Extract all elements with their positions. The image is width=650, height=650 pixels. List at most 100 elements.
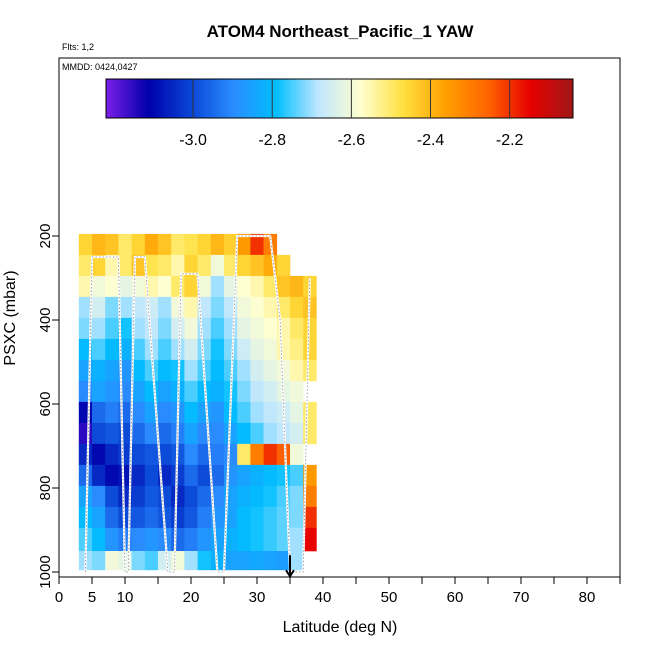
heatmap-cell bbox=[184, 380, 198, 403]
heatmap-cell bbox=[92, 485, 106, 508]
heatmap-cell bbox=[210, 443, 225, 466]
heatmap-cell bbox=[92, 338, 106, 361]
heatmap-cell bbox=[224, 464, 238, 487]
colorbar-swatch bbox=[266, 79, 270, 118]
heatmap-cell bbox=[237, 464, 251, 487]
heatmap-cell bbox=[276, 275, 291, 298]
colorbar-swatch bbox=[249, 79, 254, 118]
heatmap-cell bbox=[118, 338, 132, 361]
heatmap-cell bbox=[303, 527, 317, 552]
colorbar-swatch bbox=[332, 79, 337, 118]
heatmap-cell bbox=[92, 275, 106, 298]
heatmap-cell bbox=[224, 254, 238, 277]
colorbar-swatch bbox=[472, 79, 477, 118]
colorbar-swatch bbox=[459, 79, 464, 118]
colorbar-tick-label: -2.6 bbox=[338, 132, 366, 149]
heatmap-cell bbox=[158, 296, 172, 319]
colorbar-swatch bbox=[419, 79, 424, 118]
x-tick-label: 5 bbox=[88, 589, 96, 606]
colorbar-swatch bbox=[162, 79, 167, 118]
heatmap-cell bbox=[276, 443, 291, 466]
heatmap-cell bbox=[105, 296, 119, 319]
heatmap-cell bbox=[237, 527, 251, 552]
colorbar-swatch bbox=[259, 79, 264, 118]
x-tick-label: 10 bbox=[117, 589, 134, 606]
heatmap-cell bbox=[237, 317, 251, 340]
heatmap-cell bbox=[184, 359, 198, 382]
colorbar-swatch bbox=[219, 79, 224, 118]
heatmap-cell bbox=[224, 359, 238, 382]
heatmap-cell bbox=[237, 275, 251, 298]
heatmap-cell bbox=[171, 254, 185, 277]
colorbar-swatch bbox=[552, 79, 557, 118]
colorbar-swatch bbox=[562, 79, 567, 118]
colorbar-swatch bbox=[519, 79, 524, 118]
colorbar-swatch bbox=[322, 79, 327, 118]
colorbar-swatch bbox=[352, 79, 357, 118]
heatmap-cell bbox=[105, 380, 119, 403]
heatmap-cell bbox=[210, 485, 225, 508]
colorbar-swatch bbox=[436, 79, 440, 118]
heatmap-cell bbox=[144, 485, 159, 508]
colorbar-frame bbox=[105, 78, 574, 119]
heatmap-cell bbox=[290, 401, 304, 424]
heatmap-cell bbox=[263, 380, 278, 403]
heatmap-cell bbox=[263, 527, 278, 552]
heatmap-cell bbox=[144, 317, 159, 340]
colorbar-swatch bbox=[189, 79, 194, 118]
heatmap-cell bbox=[78, 275, 93, 298]
heatmap-cell bbox=[78, 422, 93, 445]
heatmap-cell bbox=[105, 254, 119, 277]
heatmap-cell bbox=[303, 401, 317, 424]
heatmap-cell bbox=[237, 422, 251, 445]
heatmap-cell bbox=[197, 464, 212, 487]
heatmap-cell bbox=[131, 401, 146, 424]
heatmap-cell bbox=[131, 485, 146, 508]
y-tick-label: 200 bbox=[37, 223, 54, 248]
colorbar-swatch bbox=[442, 79, 447, 118]
arrow-head bbox=[285, 569, 295, 579]
heatmap-cell bbox=[276, 527, 291, 552]
heatmap-cell bbox=[92, 443, 106, 466]
heatmap-cell bbox=[158, 317, 172, 340]
heatmap-cell bbox=[210, 254, 225, 277]
colorbar-swatch bbox=[242, 79, 247, 118]
heatmap-cell bbox=[158, 551, 172, 571]
heatmap-cell bbox=[78, 485, 93, 508]
heatmap-cell bbox=[118, 317, 132, 340]
heatmap-cell bbox=[237, 359, 251, 382]
heatmap-cell bbox=[92, 359, 106, 382]
colorbar-swatch bbox=[372, 79, 377, 118]
colorbar-swatch bbox=[329, 79, 334, 118]
heatmap-cell bbox=[210, 422, 225, 445]
colorbar-swatch bbox=[252, 79, 257, 118]
heatmap-cell bbox=[250, 506, 264, 529]
heatmap-cell bbox=[263, 296, 278, 319]
colorbar-ticks: -3.0 -2.8 -2.6 -2.4 -2.2 bbox=[179, 79, 524, 149]
colorbar-swatch bbox=[199, 79, 204, 118]
heatmap-cell bbox=[92, 506, 106, 529]
heatmap-cell bbox=[250, 551, 264, 571]
heatmap-cell bbox=[105, 338, 119, 361]
heatmap-cell bbox=[250, 317, 264, 340]
colorbar-swatch bbox=[569, 79, 574, 118]
colorbar-swatch bbox=[212, 79, 217, 118]
heatmap-cell bbox=[303, 506, 317, 529]
heatmap-cell bbox=[158, 254, 172, 277]
heatmap-cell bbox=[250, 527, 264, 552]
colorbar-swatch bbox=[289, 79, 294, 118]
colorbar-swatch bbox=[359, 79, 364, 118]
heatmap-cell bbox=[197, 443, 212, 466]
heatmap-cell bbox=[184, 401, 198, 424]
x-tick-label: 20 bbox=[183, 589, 200, 606]
colorbar-swatch bbox=[452, 79, 457, 118]
heatmap-cell bbox=[105, 527, 119, 552]
heatmap-cell bbox=[210, 401, 225, 424]
heatmap-cell bbox=[92, 464, 106, 487]
heatmap-cell bbox=[118, 275, 132, 298]
x-tick-label: 60 bbox=[447, 589, 464, 606]
colorbar-swatch bbox=[342, 79, 347, 118]
heatmap-cell bbox=[263, 443, 278, 466]
colorbar-swatch bbox=[356, 79, 360, 118]
heatmap-cell bbox=[263, 401, 278, 424]
